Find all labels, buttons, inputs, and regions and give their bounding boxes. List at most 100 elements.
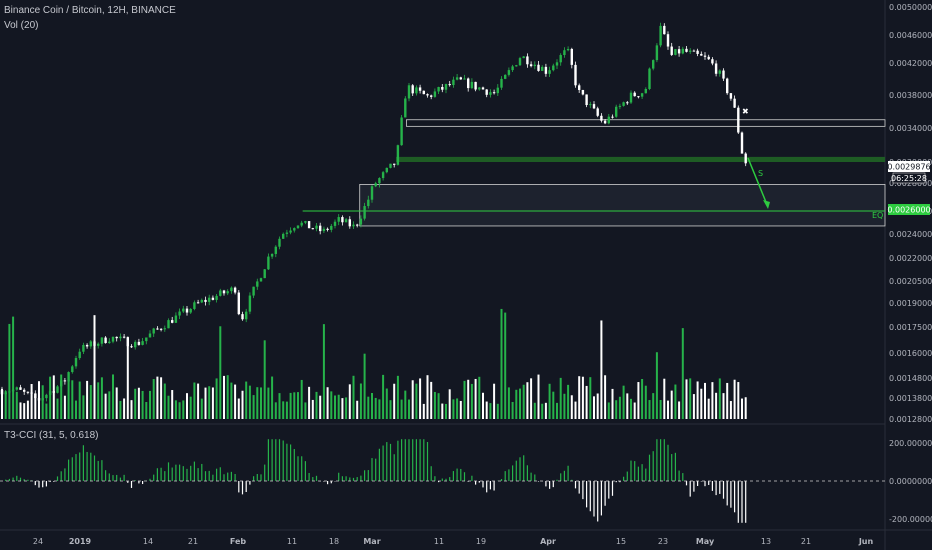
candle-body-up bbox=[433, 91, 437, 97]
volume-bar-up bbox=[226, 375, 229, 419]
projection-arrow-line bbox=[747, 157, 769, 208]
volume-bar-up bbox=[293, 392, 296, 419]
candle-body-down bbox=[430, 95, 433, 97]
volume-bar-up bbox=[400, 399, 403, 419]
candle-body-down bbox=[241, 314, 244, 320]
volume-bar-down bbox=[348, 384, 351, 419]
candle-body-down bbox=[171, 320, 174, 323]
indicator-legend[interactable]: T3-CCI (31, 5, 0.618) bbox=[4, 430, 99, 441]
candle-body-down bbox=[685, 48, 688, 52]
candle-body-up bbox=[352, 224, 355, 227]
symbol-title[interactable]: Binance Coin / Bitcoin, 12H, BINANCE bbox=[4, 5, 176, 16]
candle-body-down bbox=[633, 92, 636, 97]
candle-body-down bbox=[722, 70, 725, 79]
volume-bar-down bbox=[241, 390, 244, 419]
candle-body-up bbox=[108, 341, 111, 344]
volume-bar-up bbox=[289, 392, 292, 419]
candle-body-up bbox=[71, 366, 74, 373]
volume-bar-up bbox=[589, 377, 592, 419]
volume-legend[interactable]: Vol (20) bbox=[4, 20, 39, 31]
volume-bar-down bbox=[441, 403, 444, 419]
volume-bar-up bbox=[644, 385, 647, 419]
volume-bar-down bbox=[311, 399, 314, 419]
candle-body-down bbox=[663, 25, 666, 35]
volume-bar-down bbox=[197, 383, 200, 419]
candle-body-down bbox=[26, 391, 30, 393]
candle-body-up bbox=[337, 217, 340, 222]
volume-bar-up bbox=[659, 400, 662, 419]
candle-body-down bbox=[348, 219, 351, 227]
countdown-tag bbox=[892, 172, 926, 184]
candle-body-down bbox=[341, 217, 344, 223]
volume-bar-up bbox=[189, 396, 192, 419]
candle-body-down bbox=[418, 87, 422, 91]
volume-bar-down bbox=[123, 398, 126, 419]
candle-body-down bbox=[474, 81, 477, 90]
candle-body-down bbox=[115, 336, 118, 339]
volume-bar-down bbox=[1, 388, 3, 419]
candle-body-up bbox=[219, 290, 222, 296]
candle-body-up bbox=[259, 278, 263, 282]
candle-body-up bbox=[315, 225, 318, 229]
price-tick-label: 0.0017500 bbox=[889, 323, 932, 332]
volume-bar-down bbox=[670, 390, 673, 419]
candle-body-up bbox=[111, 336, 115, 342]
volume-bar-down bbox=[30, 384, 33, 419]
volume-bar-down bbox=[23, 403, 26, 419]
volume-bar-up bbox=[97, 382, 100, 419]
volume-bar-up bbox=[374, 397, 377, 419]
volume-bar-up bbox=[352, 375, 355, 419]
candle-body-down bbox=[19, 387, 22, 390]
candle-body-down bbox=[307, 221, 311, 229]
candle-body-down bbox=[537, 64, 540, 71]
candle-body-up bbox=[163, 328, 166, 330]
candle-body-down bbox=[711, 59, 714, 64]
candle-body-down bbox=[104, 337, 107, 344]
candle-body-up bbox=[48, 391, 52, 395]
volume-bar-up bbox=[359, 383, 362, 419]
price-tick-label: 0.0020500 bbox=[889, 277, 932, 286]
candle-body-up bbox=[367, 199, 370, 207]
candle-body-up bbox=[263, 269, 266, 279]
candle-body-up bbox=[404, 98, 407, 118]
target-price-value: 0.0026000 bbox=[887, 206, 930, 215]
candle-body-down bbox=[492, 92, 496, 94]
volume-bar-down bbox=[722, 393, 725, 419]
candle-body-up bbox=[8, 391, 11, 393]
candle-body-up bbox=[470, 81, 474, 89]
candle-body-down bbox=[0, 390, 4, 395]
volume-bar-up bbox=[552, 391, 555, 419]
volume-bar-down bbox=[593, 396, 595, 419]
candle-body-up bbox=[330, 225, 333, 230]
volume-bar-up bbox=[322, 324, 325, 419]
volume-bar-up bbox=[119, 400, 122, 419]
candle-body-down bbox=[544, 66, 548, 74]
volume-bar-up bbox=[271, 376, 274, 419]
price-tick-label: 0.0034000 bbox=[889, 124, 932, 133]
volume-bar-up bbox=[67, 378, 70, 419]
volume-bar-down bbox=[581, 376, 584, 419]
volume-bar-down bbox=[104, 393, 107, 419]
candle-body-up bbox=[370, 186, 374, 200]
time-tick-label: Mar bbox=[363, 537, 380, 546]
volume-bar-up bbox=[382, 374, 385, 419]
volume-bar-down bbox=[604, 375, 607, 419]
volume-bar-down bbox=[667, 400, 669, 419]
candle-body-down bbox=[592, 104, 596, 109]
candle-body-down bbox=[692, 50, 696, 52]
volume-bar-down bbox=[186, 393, 188, 419]
volume-bar-up bbox=[75, 400, 77, 419]
price-tick-label: 0.0028000 bbox=[889, 179, 932, 188]
volume-bar-up bbox=[278, 393, 281, 419]
candle-body-up bbox=[548, 70, 551, 74]
volume-bar-up bbox=[396, 375, 399, 419]
volume-bar-down bbox=[223, 375, 225, 419]
candle-body-down bbox=[703, 55, 707, 57]
candle-body-up bbox=[226, 291, 229, 294]
candle-body-up bbox=[293, 228, 296, 231]
candle-body-up bbox=[607, 116, 610, 124]
candle-body-up bbox=[78, 351, 81, 359]
candle-body-down bbox=[237, 292, 240, 315]
volume-bar-down bbox=[692, 394, 695, 419]
